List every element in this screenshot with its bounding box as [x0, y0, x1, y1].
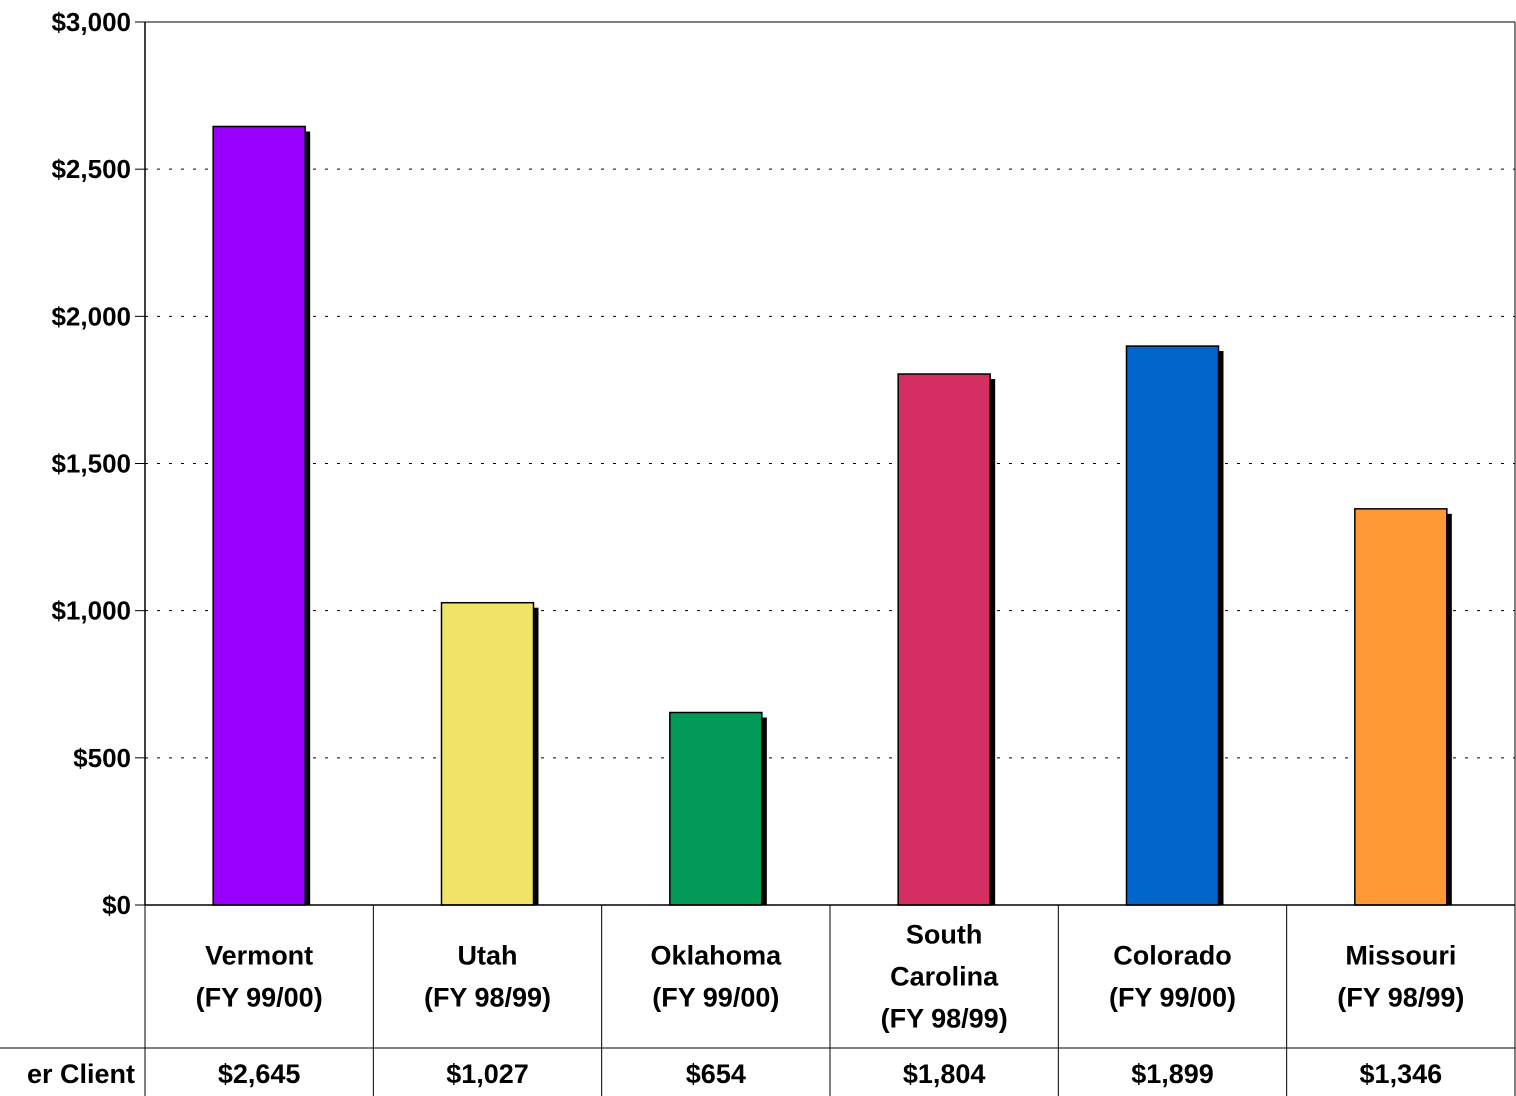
axes	[135, 21, 1516, 906]
y-tick-label: $1,500	[51, 449, 131, 479]
category-label: Vermont (FY 99/00)	[196, 941, 323, 1013]
y-tick-label: $1,000	[51, 596, 131, 626]
data-label: $654	[686, 1059, 746, 1089]
y-tick-label: $3,000	[51, 7, 131, 37]
category-label: Colorado (FY 99/00)	[1109, 941, 1236, 1013]
data-label: $1,899	[1131, 1059, 1214, 1089]
category-label: Oklahoma (FY 99/00)	[651, 941, 783, 1013]
bar	[669, 711, 763, 906]
category-label: Utah (FY 98/99)	[424, 941, 551, 1013]
data-label: $1,346	[1360, 1059, 1443, 1089]
y-tick-labels: $0 $500 $1,000 $1,500 $2,000 $2,500 $3,000	[51, 7, 131, 920]
y-tick-label: $0	[102, 890, 131, 920]
bar	[897, 373, 991, 906]
y-tick-label: $2,500	[51, 154, 131, 184]
data-label: $2,645	[218, 1059, 301, 1089]
bars	[212, 125, 1452, 906]
data-table: Vermont (FY 99/00) Utah (FY 98/99) Oklahoma(…	[0, 904, 1516, 1096]
y-tick-label: $500	[73, 743, 131, 773]
y-tick-label: $2,000	[51, 301, 131, 331]
bar	[212, 125, 306, 906]
bar	[440, 601, 535, 906]
data-label: $1,804	[903, 1059, 986, 1089]
category-label: South Carolina (FY 98/99)	[881, 920, 1008, 1034]
table-row-label: er Client	[27, 1059, 135, 1089]
bar	[1125, 345, 1220, 906]
bar	[1354, 508, 1448, 906]
data-label: $1,027	[446, 1059, 529, 1089]
gridlines	[145, 168, 1515, 759]
category-label: Missouri (FY 98/99)	[1337, 941, 1464, 1013]
